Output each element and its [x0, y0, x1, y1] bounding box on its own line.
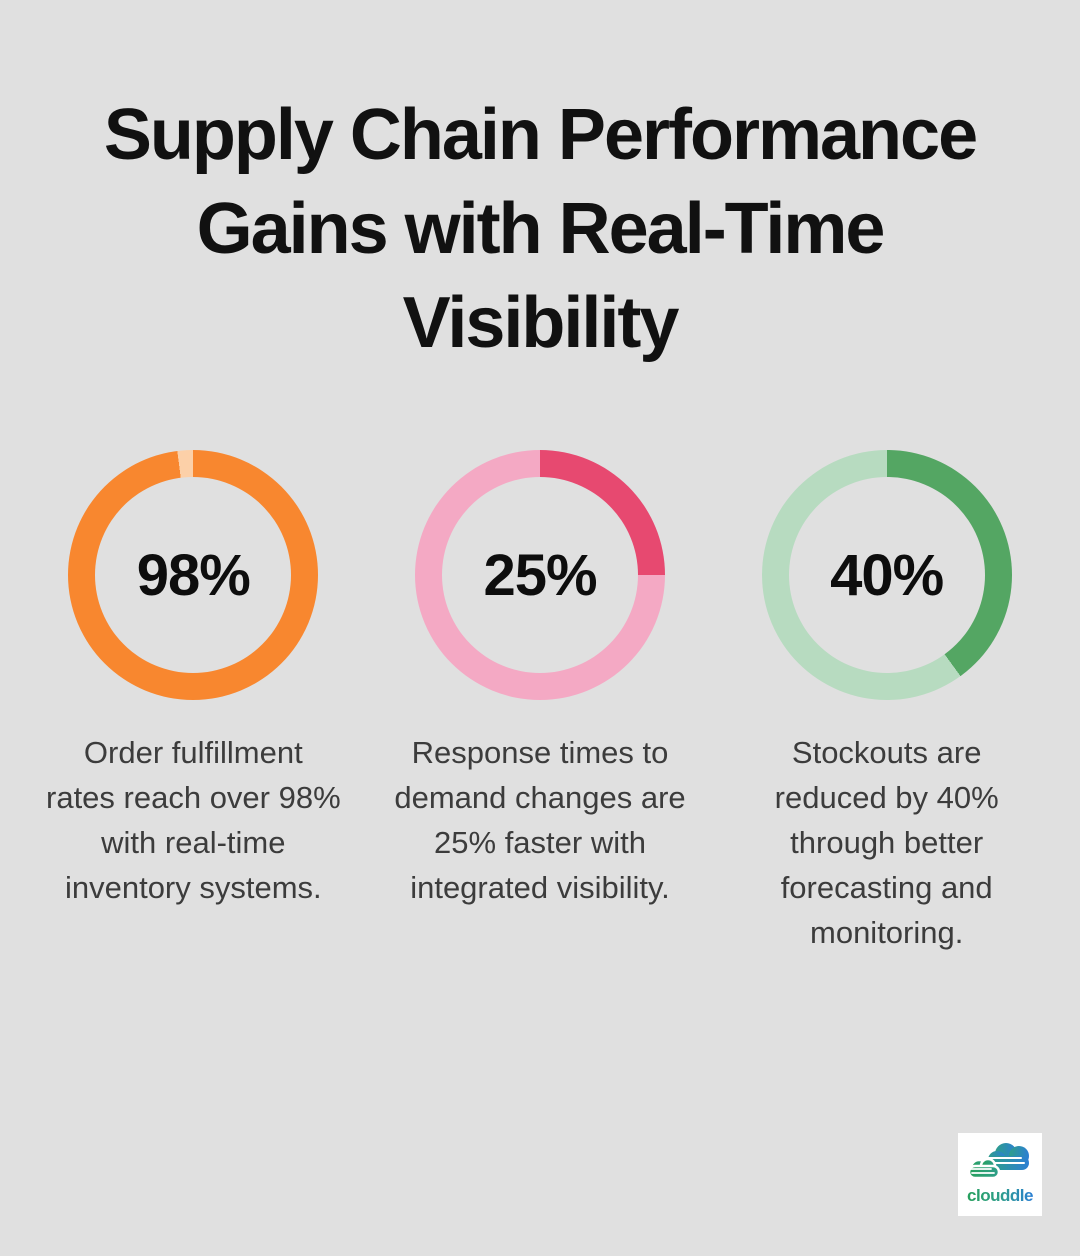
- donut-chart-25: 25%: [415, 450, 665, 700]
- clouddle-logo: clouddle: [958, 1133, 1042, 1216]
- donut-chart-98: 98%: [68, 450, 319, 700]
- clouds-icon: clouddle: [966, 1142, 1033, 1205]
- infographic-title: Supply Chain Performance Gains with Real…: [103, 95, 978, 363]
- donut-value-label: 40%: [830, 542, 944, 608]
- donut-chart-40: 40%: [761, 450, 1012, 700]
- stat-response-times: 25% Response times to demand changes are…: [367, 450, 714, 955]
- donut-value-label: 25%: [483, 542, 597, 608]
- clouddle-wordmark: clouddle: [967, 1186, 1033, 1205]
- stat-caption: Response times to demand changes are 25%…: [394, 735, 686, 905]
- stat-caption: Order fulfillment rates reach over 98% w…: [46, 735, 341, 905]
- donut-value-label: 98%: [136, 542, 251, 608]
- stat-stockouts: 40% Stockouts are reduced by 40% through…: [713, 450, 1060, 955]
- stat-caption: Stockouts are reduced by 40% through bet…: [774, 735, 999, 950]
- stat-order-fulfillment: 98% Order fulfillment rates reach over 9…: [20, 450, 367, 955]
- stats-row: 98% Order fulfillment rates reach over 9…: [0, 450, 1080, 955]
